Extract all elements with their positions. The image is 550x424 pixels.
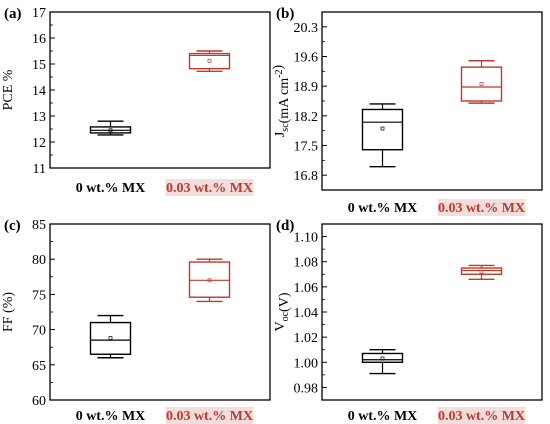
- plot-frame: [49, 11, 271, 169]
- mean-marker: [479, 82, 484, 86]
- y-tick-label: 15: [32, 58, 46, 73]
- plot-frame: [49, 223, 271, 401]
- y-tick-label: 1.10: [294, 231, 319, 246]
- y-axis-title-part: PCE %: [1, 69, 16, 110]
- y-axis-title: Voc(V): [273, 292, 292, 331]
- y-axis-title-part: FF (%): [1, 292, 16, 332]
- y-tick-label: 20.3: [294, 21, 319, 36]
- y-tick-label: 11: [33, 162, 46, 177]
- y-tick-label: 17: [32, 6, 46, 21]
- y-axis-title-part: ): [271, 65, 286, 70]
- y-axis-title-part: (V): [277, 292, 292, 312]
- chart-panel-d: 0.98 1.00 1.02 1.04 1.06 1.08 1.10 0 wt.% MX 0.0…: [273, 218, 543, 424]
- y-tick-label: 16: [32, 32, 46, 47]
- category-label: 0 wt.% MX: [348, 409, 418, 424]
- y-tick-label: 16.8: [294, 169, 319, 184]
- box-mx: [460, 264, 503, 281]
- mean-marker: [207, 278, 212, 283]
- y-axis-title-part: -2: [274, 70, 285, 78]
- box-control: [361, 349, 404, 375]
- iqr-box: [89, 321, 132, 355]
- box-mx: [188, 258, 231, 303]
- y-axis-title-part: oc: [280, 311, 291, 321]
- y-tick-label: 1.08: [294, 256, 319, 271]
- mean-marker: [108, 336, 113, 340]
- y-tick-label: 0.98: [294, 381, 319, 396]
- y-tick-label: 1.06: [294, 281, 319, 296]
- mean-marker: [108, 128, 113, 133]
- chart-panel-c: 60 65 70 75 80 85 0 wt.% MX 0.03 wt.% MX (c) FF (…: [1, 218, 271, 424]
- iqr-box: [188, 261, 231, 298]
- mean-marker: [380, 356, 385, 361]
- iqr-box: [188, 52, 231, 70]
- y-tick-label: 60: [32, 394, 46, 409]
- y-tick-label: 1.02: [294, 331, 319, 346]
- panel-label: (b): [276, 6, 294, 22]
- y-tick-label: 18.9: [294, 80, 319, 95]
- category-label-highlight: [437, 407, 526, 424]
- iqr-box: [460, 66, 503, 102]
- y-tick-label: 19.6: [294, 51, 319, 66]
- y-axis-title-part: J: [273, 131, 288, 137]
- box-control: [89, 120, 132, 136]
- chart-panel-b: 16.8 17.5 18.2 18.9 19.6 20.3 0 wt.% MX 0.03 wt…: [271, 6, 543, 216]
- y-axis-title-part: V: [273, 321, 288, 331]
- mean-marker: [479, 269, 484, 274]
- category-label: 0.03 wt.% MX: [438, 201, 525, 216]
- y-axis-title: PCE %: [1, 69, 16, 110]
- category-label: 0 wt.% MX: [76, 409, 146, 424]
- mean-marker: [207, 59, 212, 63]
- panel-label: (a): [4, 6, 22, 22]
- category-label: 0 wt.% MX: [76, 181, 146, 196]
- category-label-highlight: [165, 179, 254, 196]
- y-tick-label: 12: [32, 136, 46, 151]
- y-tick-label: 18.2: [294, 110, 319, 125]
- category-label: 0.03 wt.% MX: [438, 409, 525, 424]
- category-label-highlight: [165, 407, 254, 424]
- y-tick-label: 17.5: [294, 140, 319, 155]
- plot-frame: [321, 11, 543, 191]
- box-mx: [188, 50, 231, 72]
- box-control: [89, 314, 132, 359]
- y-tick-label: 1.04: [294, 306, 319, 321]
- panel-label: (d): [276, 218, 294, 234]
- y-tick-label: 75: [32, 288, 46, 303]
- y-tick-label: 65: [32, 359, 46, 374]
- iqr-box: [361, 108, 404, 151]
- category-label: 0 wt.% MX: [348, 201, 418, 216]
- category-label: 0.03 wt.% MX: [166, 181, 253, 196]
- box-control: [361, 103, 404, 168]
- panel-label: (c): [4, 218, 21, 234]
- y-tick-label: 1.00: [294, 356, 319, 371]
- y-axis-title-part: sc: [280, 123, 291, 132]
- box-mx: [460, 60, 503, 104]
- y-axis-title-part: (mA cm: [277, 78, 292, 124]
- y-tick-label: 14: [32, 84, 46, 99]
- iqr-box: [460, 267, 503, 275]
- y-tick-label: 13: [32, 110, 46, 125]
- mean-marker: [380, 126, 385, 131]
- y-axis-title: Jsc(mA cm-2): [271, 65, 292, 138]
- category-label-highlight: [437, 199, 526, 216]
- y-tick-label: 80: [32, 253, 46, 268]
- y-axis-title: FF (%): [1, 292, 16, 332]
- iqr-box: [361, 352, 404, 363]
- category-label: 0.03 wt.% MX: [166, 409, 253, 424]
- plot-frame: [321, 223, 543, 401]
- y-tick-label: 70: [32, 324, 46, 339]
- y-tick-label: 85: [32, 218, 46, 233]
- chart-panel-a: 11 12 13 14 15 16 17 0 wt.% MX 0.03 wt.% MX (a) PC…: [1, 6, 271, 196]
